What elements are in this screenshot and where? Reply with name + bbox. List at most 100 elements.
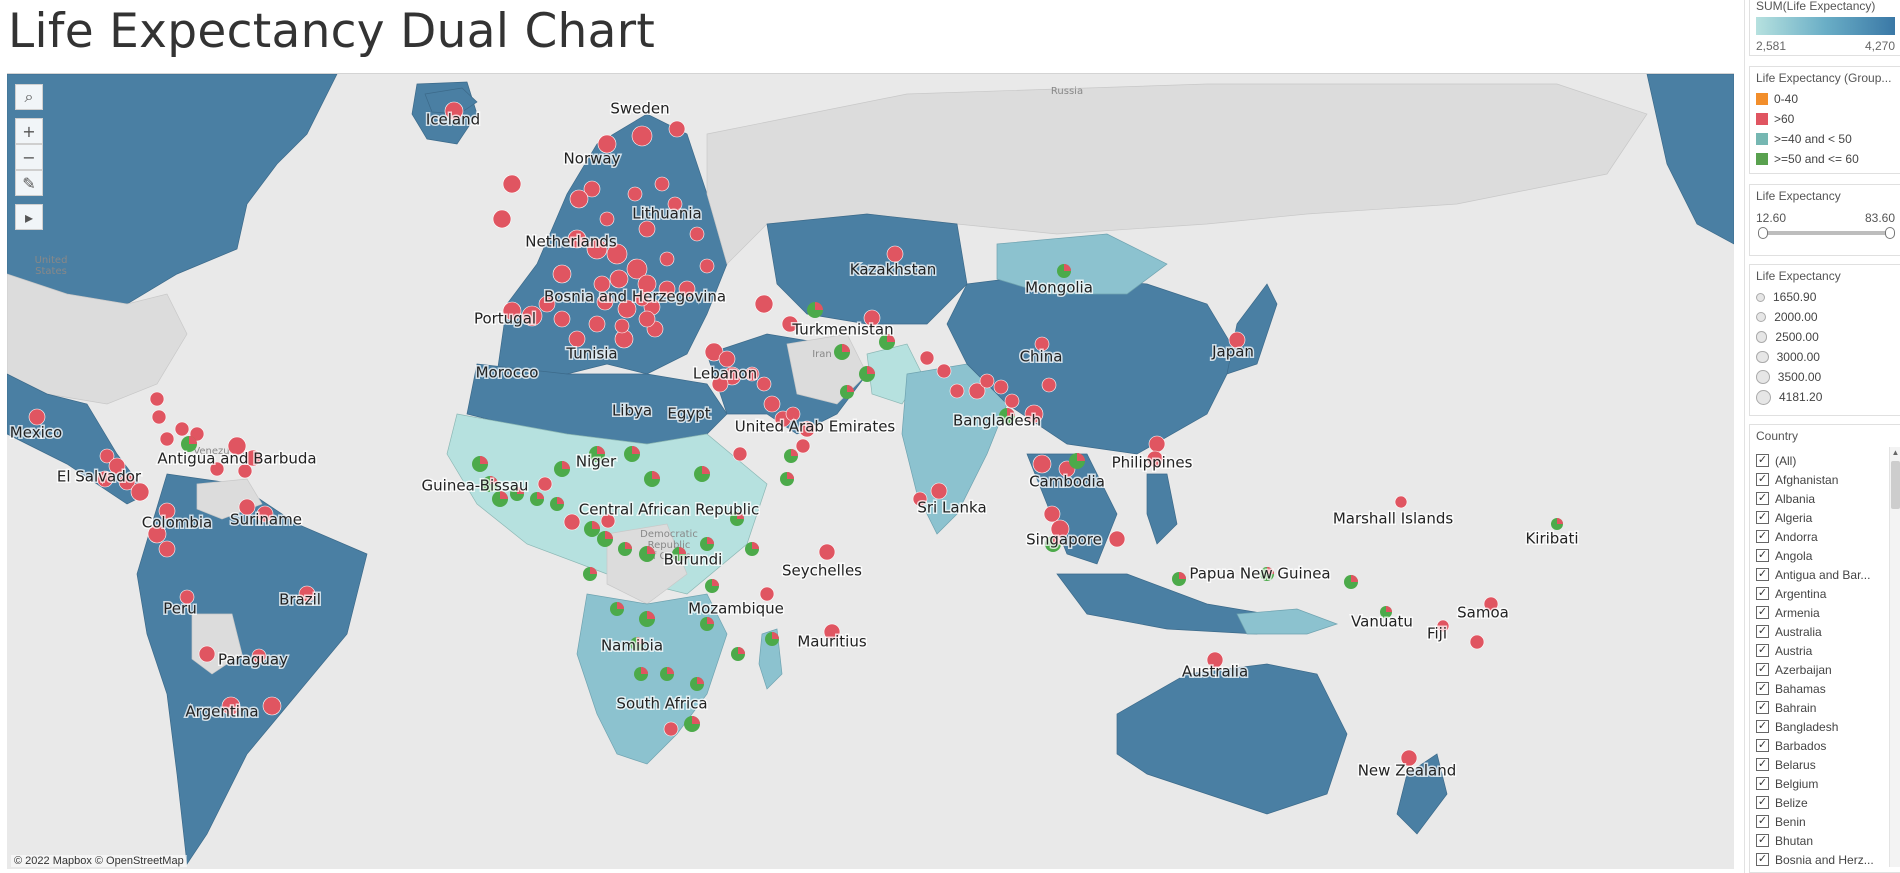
checkbox-checked-icon[interactable]: ✓: [1756, 568, 1769, 581]
checkbox-checked-icon[interactable]: ✓: [1756, 644, 1769, 657]
country-filter-item[interactable]: ✓ Bhutan: [1750, 831, 1900, 850]
country-marker[interactable]: [659, 251, 675, 267]
range-slider[interactable]: [1758, 227, 1895, 239]
country-marker[interactable]: [586, 238, 608, 260]
country-pie-marker[interactable]: [1069, 453, 1085, 469]
region-south-america[interactable]: [136, 473, 368, 865]
country-marker[interactable]: [568, 330, 586, 348]
country-marker[interactable]: [818, 543, 836, 561]
checkbox-checked-icon[interactable]: ✓: [1756, 720, 1769, 733]
country-marker[interactable]: [553, 310, 571, 328]
region-mongolia[interactable]: [996, 233, 1168, 295]
country-marker[interactable]: [606, 243, 628, 265]
country-filter-item[interactable]: ✓ (All): [1750, 451, 1900, 470]
country-pie-marker[interactable]: [618, 542, 632, 556]
country-marker[interactable]: [238, 498, 256, 516]
country-marker[interactable]: [147, 524, 167, 544]
checkbox-checked-icon[interactable]: ✓: [1756, 758, 1769, 771]
country-filter-item[interactable]: ✓ Bangladesh: [1750, 717, 1900, 736]
zoom-out-icon[interactable]: −: [15, 144, 43, 170]
country-marker[interactable]: [1206, 651, 1224, 669]
checkbox-checked-icon[interactable]: ✓: [1756, 701, 1769, 714]
checkbox-checked-icon[interactable]: ✓: [1756, 492, 1769, 505]
country-marker[interactable]: [626, 258, 648, 280]
country-marker[interactable]: [912, 491, 928, 507]
play-icon[interactable]: ▸: [15, 204, 43, 230]
country-marker[interactable]: [563, 513, 581, 531]
country-marker[interactable]: [502, 301, 522, 321]
country-pie-marker[interactable]: [684, 716, 700, 732]
country-pie-marker[interactable]: [630, 637, 644, 651]
map-view[interactable]: Russia Iran United States Venezuela Democrati…: [7, 73, 1734, 869]
country-pie-marker[interactable]: [690, 677, 704, 691]
country-marker[interactable]: [949, 383, 965, 399]
country-pie-marker[interactable]: [639, 611, 655, 627]
country-pie-marker[interactable]: [807, 302, 823, 318]
country-pie-marker[interactable]: [731, 647, 745, 661]
country-pie-marker[interactable]: [482, 476, 498, 492]
country-filter-item[interactable]: ✓ Belarus: [1750, 755, 1900, 774]
country-pie-marker[interactable]: [999, 408, 1015, 424]
country-list[interactable]: ✓ (All) ✓ Afghanistan ✓ Albania ✓ Algeria ✓ Andor…: [1750, 447, 1900, 867]
region-papua[interactable]: [1236, 608, 1339, 635]
country-marker[interactable]: [759, 586, 775, 602]
country-pie-marker[interactable]: [1045, 536, 1061, 552]
region-japan[interactable]: [1226, 283, 1278, 375]
country-marker[interactable]: [209, 461, 225, 477]
group-legend-item[interactable]: 0-40: [1750, 89, 1900, 109]
country-marker[interactable]: [99, 448, 115, 464]
country-marker[interactable]: [158, 502, 176, 520]
country-marker[interactable]: [795, 438, 811, 454]
country-marker[interactable]: [1400, 749, 1418, 767]
country-marker[interactable]: [583, 180, 601, 198]
country-marker[interactable]: [596, 293, 614, 311]
country-marker[interactable]: [567, 229, 587, 249]
country-filter-item[interactable]: ✓ Bahamas: [1750, 679, 1900, 698]
checkbox-checked-icon[interactable]: ✓: [1756, 682, 1769, 695]
country-marker[interactable]: [785, 406, 801, 422]
country-filter-item[interactable]: ✓ Albania: [1750, 489, 1900, 508]
checkbox-checked-icon[interactable]: ✓: [1756, 739, 1769, 752]
country-marker[interactable]: [256, 505, 274, 523]
country-pie-marker[interactable]: [472, 456, 488, 472]
country-pie-marker[interactable]: [181, 436, 197, 452]
country-marker[interactable]: [614, 318, 630, 334]
country-pie-marker[interactable]: [784, 449, 798, 463]
country-marker[interactable]: [444, 101, 464, 121]
country-pie-marker[interactable]: [834, 344, 850, 360]
checkbox-checked-icon[interactable]: ✓: [1756, 587, 1769, 600]
country-filter-item[interactable]: ✓ Austria: [1750, 641, 1900, 660]
country-marker[interactable]: [1041, 377, 1057, 393]
group-legend-item[interactable]: >=40 and < 50: [1750, 129, 1900, 149]
country-marker[interactable]: [149, 391, 165, 407]
country-marker[interactable]: [1228, 331, 1246, 349]
country-marker[interactable]: [638, 310, 656, 328]
region-alaska[interactable]: [1646, 74, 1734, 245]
country-marker[interactable]: [174, 421, 190, 437]
country-marker[interactable]: [781, 315, 799, 333]
country-marker[interactable]: [617, 299, 637, 319]
country-marker[interactable]: [744, 366, 760, 382]
country-marker[interactable]: [1004, 393, 1020, 409]
country-marker[interactable]: [198, 645, 216, 663]
country-marker[interactable]: [732, 446, 748, 462]
country-pie-marker[interactable]: [1551, 518, 1563, 530]
country-marker[interactable]: [159, 431, 175, 447]
country-marker[interactable]: [108, 457, 126, 475]
country-marker[interactable]: [28, 408, 46, 426]
map-canvas[interactable]: Russia Iran United States Venezuela Democrati…: [7, 74, 1734, 869]
country-marker[interactable]: [537, 476, 553, 492]
region-sahel[interactable]: [446, 413, 768, 595]
country-pie-marker[interactable]: [550, 497, 564, 511]
country-marker[interactable]: [663, 721, 679, 737]
country-pie-marker[interactable]: [705, 579, 719, 593]
country-marker[interactable]: [798, 420, 816, 438]
country-marker[interactable]: [968, 382, 986, 400]
country-pie-marker[interactable]: [639, 546, 655, 562]
country-marker[interactable]: [502, 174, 522, 194]
checkbox-checked-icon[interactable]: ✓: [1756, 549, 1769, 562]
country-marker[interactable]: [538, 295, 556, 313]
country-marker[interactable]: [863, 309, 881, 327]
checkbox-checked-icon[interactable]: ✓: [1756, 834, 1769, 847]
country-pie-marker[interactable]: [510, 487, 524, 501]
